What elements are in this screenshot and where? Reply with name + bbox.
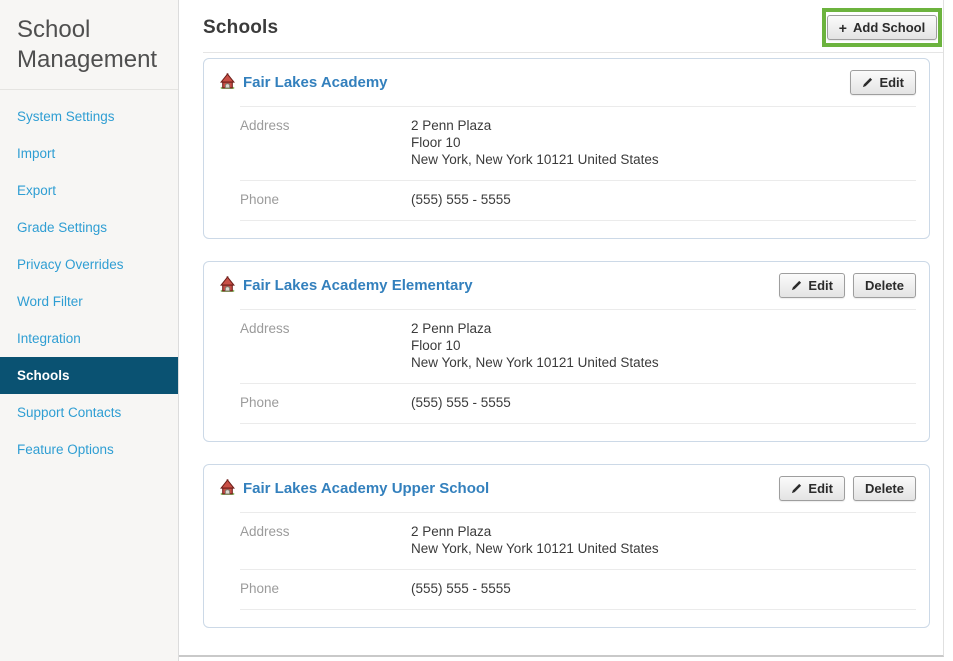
card-actions: Edit Delete	[779, 476, 916, 501]
address-row: Address 2 Penn Plaza Floor 10 New York, …	[240, 310, 916, 384]
address-row: Address 2 Penn Plaza New York, New York …	[240, 513, 916, 570]
sidebar-item-word-filter[interactable]: Word Filter	[17, 294, 83, 309]
school-card-header: Fair Lakes Academy Elementary Edit Delet…	[204, 262, 929, 308]
sidebar-item-import[interactable]: Import	[17, 146, 56, 161]
edit-button[interactable]: Edit	[850, 70, 916, 95]
school-icon	[220, 276, 235, 292]
school-card: Fair Lakes Academy Edit Address 2 Penn P…	[203, 58, 930, 239]
delete-button[interactable]: Delete	[852, 476, 916, 501]
sidebar-item-privacy-overrides[interactable]: Privacy Overrides	[17, 257, 124, 272]
school-icon	[220, 479, 235, 495]
address-line: 2 Penn Plaza	[411, 118, 492, 133]
card-bottom-padding	[204, 424, 929, 441]
school-name-link[interactable]: Fair Lakes Academy	[243, 74, 388, 91]
edit-button[interactable]: Edit	[779, 476, 845, 501]
edit-button-label: Edit	[879, 75, 904, 90]
edit-button-label: Edit	[808, 278, 833, 293]
address-label: Address	[240, 118, 290, 133]
add-school-highlight-box: + Add School	[822, 8, 942, 47]
sidebar-item-system-settings[interactable]: System Settings	[17, 109, 115, 124]
card-actions: Edit	[850, 70, 916, 95]
card-bottom-padding	[204, 221, 929, 238]
sidebar-item-feature-options[interactable]: Feature Options	[17, 442, 114, 457]
app-title: School Management	[0, 0, 178, 90]
pencil-icon	[792, 483, 802, 494]
main-panel: Schools + Add School Fair L	[179, 0, 944, 657]
sidebar-nav: System Settings Import Export Grade Sett…	[0, 90, 178, 468]
card-header-divider	[240, 106, 916, 107]
phone-value: (555) 555 - 5555	[411, 581, 511, 596]
address-row: Address 2 Penn Plaza Floor 10 New York, …	[240, 107, 916, 181]
address-line: 2 Penn Plaza	[411, 321, 492, 336]
address-line: New York, New York 10121 United States	[411, 541, 659, 556]
address-line: New York, New York 10121 United States	[411, 355, 659, 370]
address-line: 2 Penn Plaza	[411, 524, 492, 539]
address-value: 2 Penn Plaza New York, New York 10121 Un…	[411, 523, 659, 557]
address-label: Address	[240, 321, 290, 336]
phone-label: Phone	[240, 192, 280, 207]
sidebar-item-support-contacts[interactable]: Support Contacts	[17, 405, 122, 420]
card-bottom-padding	[204, 610, 929, 627]
card-actions: Edit Delete	[779, 273, 916, 298]
phone-value: (555) 555 - 5555	[411, 395, 511, 410]
sidebar-item-grade-settings[interactable]: Grade Settings	[17, 220, 108, 235]
phone-label: Phone	[240, 395, 280, 410]
delete-button[interactable]: Delete	[852, 273, 916, 298]
address-value: 2 Penn Plaza Floor 10 New York, New York…	[411, 320, 659, 371]
add-school-button[interactable]: + Add School	[826, 15, 938, 40]
address-label: Address	[240, 524, 290, 539]
card-header-divider	[240, 512, 916, 513]
phone-value: (555) 555 - 5555	[411, 192, 511, 207]
plus-icon: +	[838, 19, 847, 36]
address-line: Floor 10	[411, 135, 461, 150]
pencil-icon	[863, 77, 873, 88]
school-card-header: Fair Lakes Academy Upper School Edit Del…	[204, 465, 929, 511]
school-card: Fair Lakes Academy Upper School Edit Del…	[203, 464, 930, 628]
phone-row: Phone (555) 555 - 5555	[240, 181, 916, 221]
delete-button-label: Delete	[864, 278, 904, 293]
school-card-header: Fair Lakes Academy Edit	[204, 59, 929, 105]
sidebar-item-export[interactable]: Export	[17, 183, 57, 198]
pencil-icon	[792, 280, 802, 291]
add-school-button-label: Add School	[852, 20, 926, 35]
sidebar: School Management System Settings Import…	[0, 0, 179, 661]
phone-row: Phone (555) 555 - 5555	[240, 570, 916, 610]
address-value: 2 Penn Plaza Floor 10 New York, New York…	[411, 117, 659, 168]
sidebar-item-integration[interactable]: Integration	[17, 331, 81, 346]
school-card: Fair Lakes Academy Elementary Edit Delet…	[203, 261, 930, 442]
address-line: Floor 10	[411, 338, 461, 353]
phone-label: Phone	[240, 581, 280, 596]
school-name-link[interactable]: Fair Lakes Academy Upper School	[243, 480, 490, 497]
page-title: Schools	[203, 17, 279, 38]
card-header-divider	[240, 309, 916, 310]
delete-button-label: Delete	[864, 481, 904, 496]
phone-row: Phone (555) 555 - 5555	[240, 384, 916, 424]
header-divider	[203, 52, 943, 53]
sidebar-item-schools[interactable]: Schools	[0, 357, 178, 394]
school-card-list: Fair Lakes Academy Edit Address 2 Penn P…	[179, 39, 943, 628]
address-line: New York, New York 10121 United States	[411, 152, 659, 167]
school-name-link[interactable]: Fair Lakes Academy Elementary	[243, 277, 473, 294]
edit-button-label: Edit	[808, 481, 833, 496]
school-icon	[220, 73, 235, 89]
edit-button[interactable]: Edit	[779, 273, 845, 298]
